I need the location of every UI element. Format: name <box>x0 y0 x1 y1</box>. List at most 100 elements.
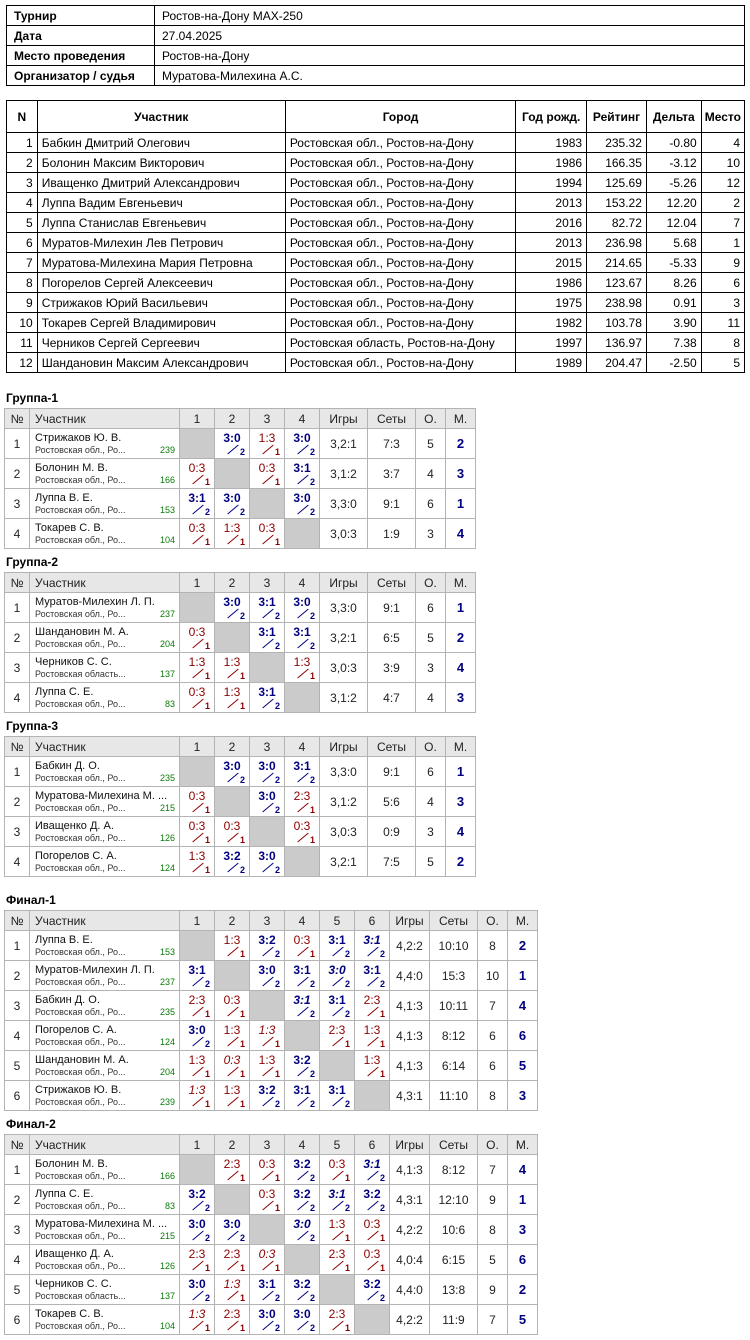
result-slash <box>297 608 309 619</box>
result-slash <box>227 1260 239 1271</box>
column-header: Рейтинг <box>586 100 647 133</box>
group-2-title: Группа-2 <box>6 555 59 569</box>
sets-cell: 6:5 <box>367 622 416 653</box>
place-cell: 3 <box>445 682 476 713</box>
self-cell <box>284 1244 320 1275</box>
match-score: 3:0 <box>223 491 241 505</box>
player-cell: Бабкин Д. О. Ростовская обл., Ро... 235 <box>29 756 180 787</box>
match-result: 2:3 1 <box>214 1304 250 1335</box>
row-number: 1 <box>4 1154 30 1185</box>
match-result: 3:0 2 <box>214 1214 250 1245</box>
result-slash <box>192 976 204 987</box>
participant-cell: 123.67 <box>586 272 647 293</box>
participant-cell: 153.22 <box>586 192 647 213</box>
column-header: Место <box>700 100 746 133</box>
match-result: 3:2 2 <box>249 930 285 961</box>
row-number: 4 <box>4 682 30 713</box>
row-number: 4 <box>4 518 30 549</box>
row-number: 2 <box>4 960 30 991</box>
participant-row: 7 Муратова-Милехина Мария Петровна Ростовс… <box>6 252 746 273</box>
match-points: 2 <box>309 1173 315 1183</box>
player-name: Бабкин Д. О. <box>35 993 100 1006</box>
sets-cell: 10:10 <box>429 930 478 961</box>
column-header: 2 <box>214 910 250 931</box>
self-cell <box>179 592 215 623</box>
games-cell: 4,0:4 <box>389 1244 430 1275</box>
match-score: 2:3 <box>223 1307 241 1321</box>
match-points: 2 <box>204 1203 210 1213</box>
match-score: 3:1 <box>328 1083 346 1097</box>
column-header: М. <box>507 1134 538 1155</box>
participant-cell: 12 <box>6 352 38 373</box>
match-points: 1 <box>379 1069 385 1079</box>
standings-row: 2 Болонин М. В. Ростовская обл., Ро... 166 0… <box>4 458 476 489</box>
result-slash <box>262 534 274 545</box>
match-score: 3:2 <box>293 1157 311 1171</box>
self-cell <box>354 1080 390 1111</box>
player-rating: 83 <box>164 1201 175 1211</box>
player-name: Муратова-Милехина М. ... <box>35 1217 168 1230</box>
place-cell: 2 <box>445 428 476 459</box>
match-score: 1:3 <box>223 933 241 947</box>
points-cell: 10 <box>477 960 508 991</box>
info-row: Дата 27.04.2025 <box>6 25 745 46</box>
points-cell: 5 <box>415 622 446 653</box>
self-cell <box>249 990 285 1021</box>
match-points: 1 <box>379 1039 385 1049</box>
result-slash <box>262 1200 274 1211</box>
games-cell: 3,1:2 <box>319 786 368 817</box>
match-score: 2:3 <box>328 1247 346 1261</box>
games-cell: 3,2:1 <box>319 428 368 459</box>
sets-cell: 6:15 <box>429 1244 478 1275</box>
match-result: 3:0 2 <box>319 960 355 991</box>
standings-row: 1 Бабкин Д. О. Ростовская обл., Ро... 235 3:… <box>4 756 476 787</box>
player-rating: 235 <box>159 1007 175 1017</box>
match-points: 1 <box>204 1009 210 1019</box>
match-score: 3:1 <box>188 491 206 505</box>
result-slash <box>332 1096 344 1107</box>
match-points: 1 <box>204 1263 210 1273</box>
result-slash <box>227 1320 239 1331</box>
tournament-info-table: Турнир Ростов-на-Дону MAX-250 Дата 27.04.20… <box>6 5 745 86</box>
player-city: Ростовская область... <box>35 668 126 679</box>
participant-row: 4 Луппа Вадим Евгеньевич Ростовская обл., … <box>6 192 746 213</box>
player-rating: 104 <box>159 535 175 545</box>
match-result: 1:3 1 <box>214 1274 250 1305</box>
points-cell: 6 <box>477 1020 508 1051</box>
match-result: 3:2 2 <box>354 1274 390 1305</box>
place-cell: 3 <box>507 1214 538 1245</box>
sets-cell: 7:3 <box>367 428 416 459</box>
info-value: 27.04.2025 <box>154 25 745 46</box>
group-3-table: № Участник 1 2 3 4 Игры Сеты О. М. 1 Бабкин Д. О. Ро… <box>4 736 476 877</box>
result-slash <box>227 862 239 873</box>
games-cell: 4,4:0 <box>389 960 430 991</box>
player-name: Муратова-Милехина М. ... <box>35 789 168 802</box>
player-city: Ростовская обл., Ро... <box>35 1170 126 1181</box>
match-result: 2:3 1 <box>319 1244 355 1275</box>
result-slash <box>227 1230 239 1241</box>
match-result: 3:1 2 <box>249 682 285 713</box>
match-score: 3:1 <box>293 625 311 639</box>
player-city: Ростовская область... <box>35 1290 126 1301</box>
match-score: 3:0 <box>258 759 276 773</box>
match-score: 0:3 <box>188 789 206 803</box>
match-points: 2 <box>274 1293 280 1303</box>
match-score: 3:0 <box>293 1217 311 1231</box>
match-score: 1:3 <box>328 1217 346 1231</box>
participant-cell: 238.98 <box>586 292 647 313</box>
result-slash <box>367 1170 379 1181</box>
info-key: Дата <box>6 25 155 46</box>
player-cell: Муратова-Милехина М. ... Ростовская обл.,… <box>29 786 180 817</box>
column-header: Сеты <box>429 910 478 931</box>
player-rating: 204 <box>159 1067 175 1077</box>
participant-cell: Луппа Станислав Евгеньевич <box>36 212 286 233</box>
place-cell: 1 <box>507 960 538 991</box>
match-result: 0:3 1 <box>214 1050 250 1081</box>
match-score: 3:0 <box>258 849 276 863</box>
result-slash <box>297 1200 309 1211</box>
place-cell: 4 <box>445 816 476 847</box>
player-rating: 137 <box>159 1291 175 1301</box>
match-result: 1:3 1 <box>179 1080 215 1111</box>
match-result: 1:3 1 <box>214 1020 250 1051</box>
result-slash <box>227 1170 239 1181</box>
